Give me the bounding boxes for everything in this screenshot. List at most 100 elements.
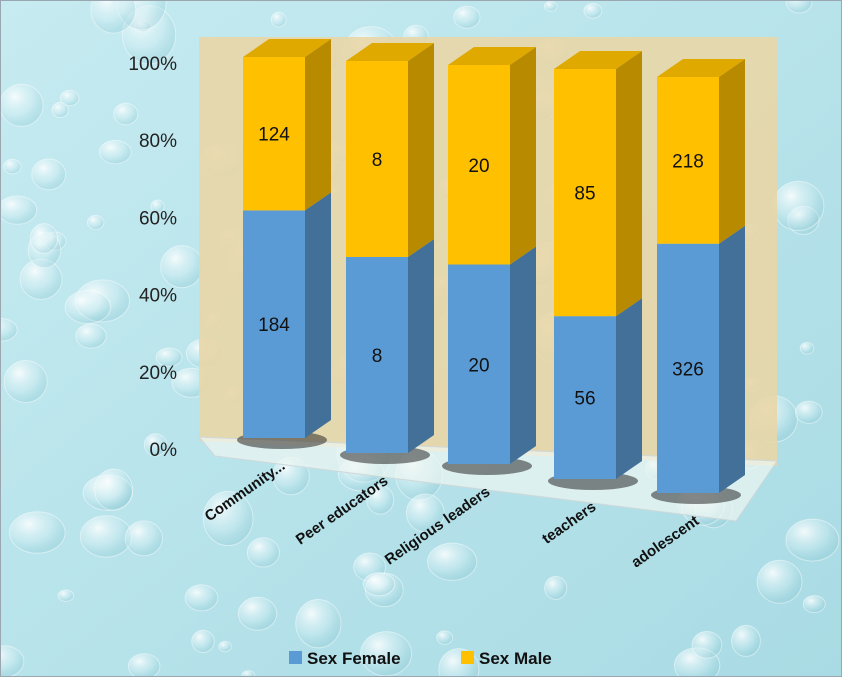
water-drop [86, 214, 105, 231]
bar-front [243, 57, 305, 211]
bar-top [346, 43, 434, 61]
water-drop [1, 83, 44, 127]
bar-side [616, 51, 642, 317]
water-drop [59, 89, 80, 107]
water-drop [270, 11, 287, 28]
bar-front [657, 243, 719, 493]
bar-sex-male-4 [657, 59, 745, 244]
y-tick-label: 100% [128, 54, 177, 75]
y-tick-label: 0% [150, 440, 178, 461]
legend-swatch [289, 651, 302, 664]
water-drop [51, 101, 69, 119]
bar-sex-female-4 [657, 225, 745, 494]
water-drop [150, 199, 165, 213]
water-drop [218, 640, 232, 653]
bar-top [657, 59, 745, 77]
legend-label: Sex Male [479, 649, 552, 668]
water-drop [436, 630, 454, 645]
bar-sex-male-1 [346, 43, 434, 257]
water-drop [453, 5, 481, 29]
y-axis: 0% 20% 40% 60% 80% 100% [128, 54, 177, 461]
water-drop [544, 576, 568, 600]
water-drop [3, 359, 48, 404]
water-drop [64, 290, 111, 325]
data-label: 8 [372, 150, 383, 171]
water-drop [756, 559, 803, 604]
water-drop [360, 631, 413, 676]
water-drop [772, 180, 825, 231]
water-drop [57, 589, 75, 602]
data-label: 85 [574, 184, 595, 205]
water-drop [98, 139, 132, 165]
data-label: 326 [672, 359, 704, 380]
legend: Sex Female Sex Male [289, 649, 552, 668]
water-drop [785, 518, 840, 562]
y-tick-label: 80% [139, 131, 177, 152]
water-drop [794, 400, 823, 424]
water-drop [405, 493, 445, 533]
data-label: 124 [258, 125, 290, 146]
bar-side [510, 246, 536, 464]
bar-top [448, 47, 536, 65]
bar-front [346, 257, 408, 453]
water-drop [8, 511, 66, 554]
water-drop [583, 3, 603, 19]
water-drop [237, 596, 278, 631]
water-drop [127, 653, 161, 676]
water-drop [1, 195, 38, 225]
water-drop [785, 1, 813, 14]
water-drop [731, 624, 761, 657]
legend-label: Sex Female [307, 649, 401, 668]
water-drop [143, 433, 168, 457]
bar-side [616, 298, 642, 479]
water-drop [29, 223, 58, 254]
bar-sex-female-1 [346, 239, 434, 453]
water-drop [191, 629, 215, 654]
y-tick-label: 60% [139, 208, 177, 229]
bar-top [554, 51, 642, 69]
bar-sex-female-3 [554, 298, 642, 479]
water-drop [543, 1, 558, 12]
bar-sex-female-2 [448, 246, 536, 464]
bar-side [408, 43, 434, 257]
data-label: 218 [672, 151, 704, 172]
bar-sex-male-2 [448, 47, 536, 265]
bar-side [305, 192, 331, 438]
bar-front [346, 61, 408, 257]
water-drop [362, 572, 396, 597]
bar-front [554, 69, 616, 317]
water-drop [295, 598, 342, 649]
data-label: 20 [468, 156, 489, 177]
bar-side [305, 39, 331, 211]
data-label: 56 [574, 389, 595, 410]
bar-front [554, 316, 616, 479]
water-drop [94, 468, 134, 511]
y-tick-label: 20% [139, 363, 177, 384]
bar-side [408, 239, 434, 453]
water-drop [79, 515, 133, 558]
bar-front [448, 65, 510, 265]
water-drop [124, 520, 163, 557]
water-drop [184, 584, 219, 612]
water-drop [241, 670, 256, 676]
water-drop [202, 490, 254, 547]
water-drop [31, 158, 67, 191]
water-drop [90, 1, 137, 34]
water-drop [246, 537, 281, 568]
bar-side [510, 47, 536, 265]
bar-front [657, 77, 719, 244]
bar-top [243, 39, 331, 57]
water-drop [75, 323, 107, 349]
water-drop [366, 484, 395, 515]
water-drop [691, 630, 723, 659]
water-drop [427, 542, 478, 581]
water-drop [3, 158, 22, 175]
bar-side [719, 225, 745, 494]
data-label: 184 [258, 315, 290, 336]
data-labels: 184 124 8 8 20 20 56 85 326 218 [258, 125, 704, 410]
water-drop [799, 341, 815, 355]
legend-swatch [461, 651, 474, 664]
data-label: 8 [372, 346, 383, 367]
